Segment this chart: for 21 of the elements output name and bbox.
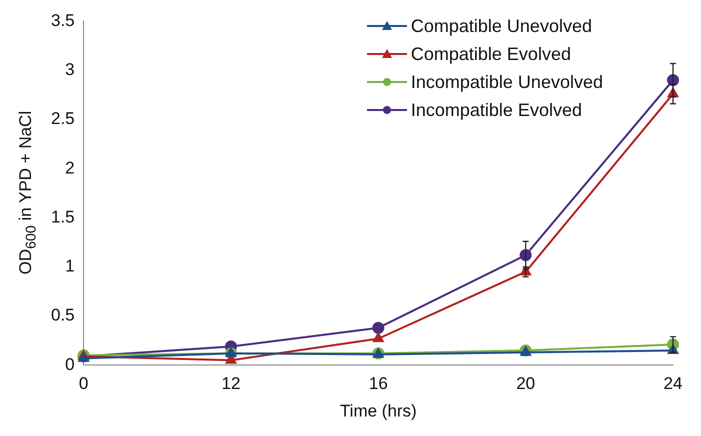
y-tick-label: 2.5 bbox=[50, 109, 75, 128]
x-tick-label: 0 bbox=[78, 374, 88, 394]
legend-label: Incompatible Unevolved bbox=[410, 71, 603, 94]
x-tick-label: 12 bbox=[222, 374, 240, 394]
y-tick-label: 3.5 bbox=[50, 10, 75, 30]
legend-label: Compatible Unevolved bbox=[410, 15, 593, 38]
legend-label: Incompatible Evolved bbox=[410, 99, 583, 122]
legend-label: Compatible Evolved bbox=[410, 43, 572, 66]
y-tick-label: 2 bbox=[65, 158, 75, 178]
point bbox=[372, 322, 384, 334]
y-tick-label: 0 bbox=[65, 354, 75, 374]
y-tick-label: 1 bbox=[65, 256, 75, 276]
x-tick-label: 24 bbox=[664, 374, 682, 394]
y-tick-label: 1.5 bbox=[50, 207, 75, 226]
x-tick-label: 16 bbox=[368, 374, 388, 394]
x-axis-title: Time (hrs) bbox=[340, 401, 417, 420]
point bbox=[226, 347, 236, 357]
y-tick-label: 0.5 bbox=[50, 306, 75, 325]
x-tick-label: 20 bbox=[516, 374, 536, 394]
point bbox=[372, 332, 384, 342]
y-tick-label: 3 bbox=[65, 60, 75, 80]
